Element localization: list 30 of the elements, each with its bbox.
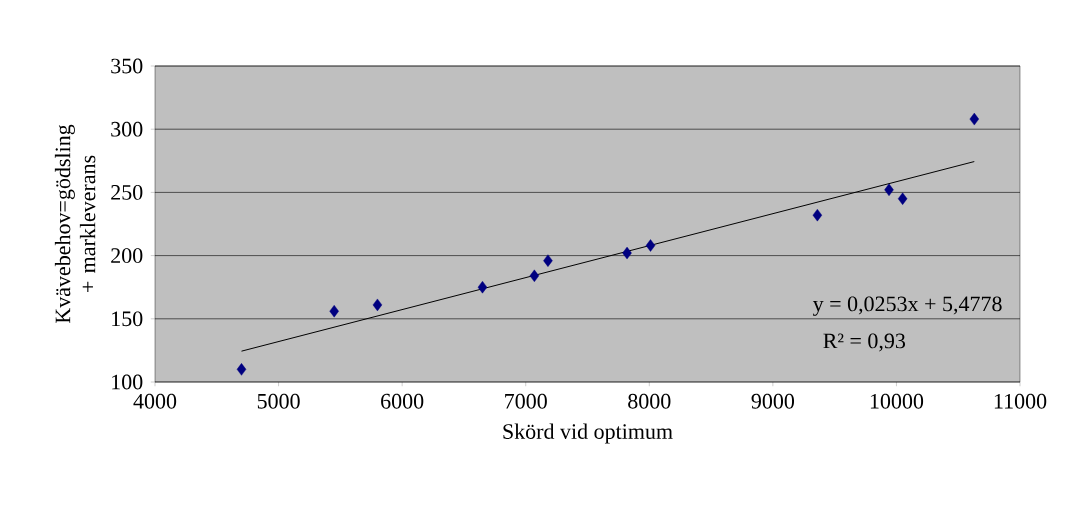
y-tick-label: 300 [111,121,143,137]
x-tick-label: 10000 [870,393,924,409]
point [884,183,894,197]
x-tick-label: 11000 [994,393,1047,409]
y-axis-title: Kvävebehov=gödsling + markleverans [54,124,96,324]
x-tick-label: 9000 [751,393,795,409]
point [236,363,247,376]
point [477,281,488,294]
point [897,192,908,205]
point [372,298,383,312]
y-tick-label: 250 [111,184,143,200]
y-tick-label: 200 [111,248,143,264]
x-tick-label: 6000 [381,393,424,409]
y-tick-label: 100 [112,374,143,390]
y-tick-label: 350 [111,58,143,74]
point [969,112,979,126]
point [329,305,339,318]
x-tick-label: 7000 [505,393,547,409]
point [645,239,656,252]
y-tick-label: 150 [112,311,143,327]
x-tick-label: 4000 [133,393,177,409]
annotation: y = 0,0253x + 5,4778 [812,296,1002,316]
x-tick-label: 8000 [628,393,671,409]
point [622,246,632,260]
point [543,254,553,267]
x-axis-title: Skörd vid optimum [503,423,673,444]
x-tick-label: 5000 [257,393,300,409]
point [812,208,823,222]
point [529,269,540,283]
annotation: R² = 0,93 [823,333,906,352]
